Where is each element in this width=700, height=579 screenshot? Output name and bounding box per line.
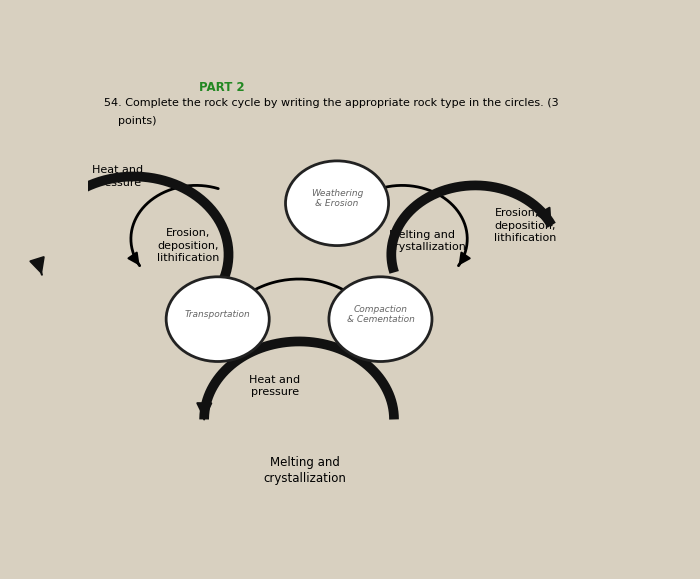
Text: Compaction
& Cementation: Compaction & Cementation	[346, 305, 414, 324]
Circle shape	[329, 277, 432, 361]
Text: Transportation: Transportation	[185, 310, 251, 319]
Text: Melting and
crystallization: Melting and crystallization	[389, 230, 466, 252]
Circle shape	[286, 161, 388, 245]
Text: Erosion,
deposition,
lithification: Erosion, deposition, lithification	[494, 208, 556, 243]
Text: points): points)	[104, 116, 156, 126]
Text: PART 2: PART 2	[199, 80, 244, 94]
Text: Heat and
pressure: Heat and pressure	[249, 375, 300, 397]
Text: Weathering
& Erosion: Weathering & Erosion	[311, 189, 363, 208]
Text: Melting and
crystallization: Melting and crystallization	[263, 456, 346, 485]
Circle shape	[166, 277, 270, 361]
Text: Heat and
pressure: Heat and pressure	[92, 165, 143, 188]
Text: 54. Complete the rock cycle by writing the appropriate rock type in the circles.: 54. Complete the rock cycle by writing t…	[104, 98, 559, 108]
Text: Erosion,
deposition,
lithification: Erosion, deposition, lithification	[157, 228, 219, 263]
